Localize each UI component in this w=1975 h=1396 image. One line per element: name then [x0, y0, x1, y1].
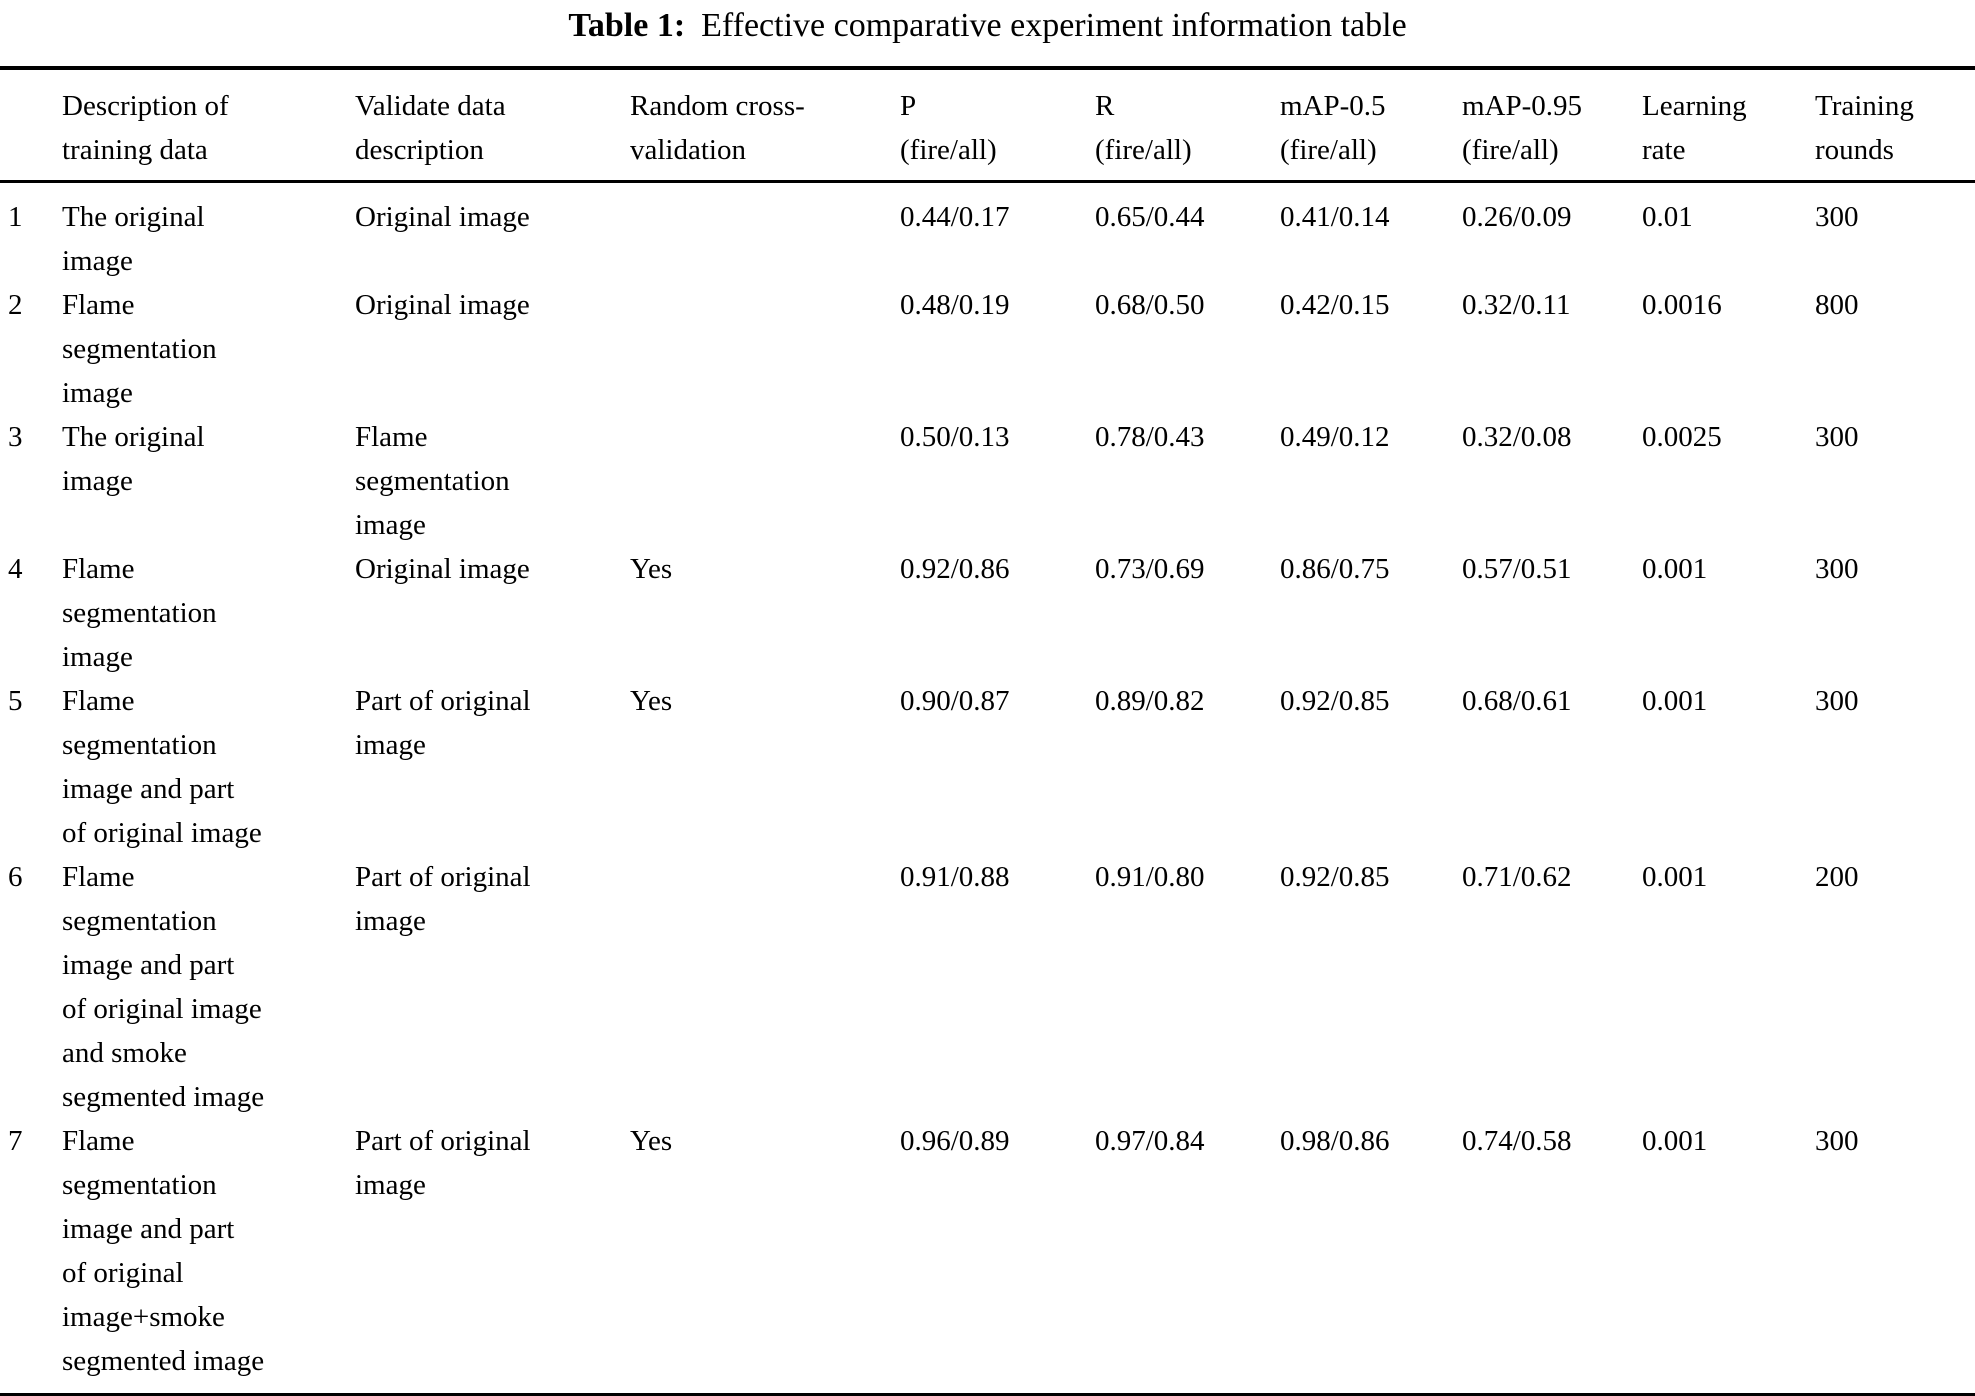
column-header-map-0-95-fire-all: mAP-0.95 (fire/all): [1454, 68, 1634, 183]
table-caption: Table 1: Effective comparative experiment…: [0, 6, 1975, 46]
cell-learning-rate: 0.001: [1642, 553, 1708, 585]
table-row: 6 Flame segmentation image and part of or…: [0, 855, 1975, 1119]
cell-learning-rate: 0.001: [1642, 861, 1708, 893]
table-row: 5 Flame segmentation image and part of or…: [0, 679, 1975, 855]
column-header-r-fire-all: R (fire/all): [1087, 68, 1272, 183]
cell-r-fire-all: 0.89/0.82: [1095, 685, 1205, 717]
cell-training-rounds: 300: [1815, 421, 1859, 453]
table-row: 4 Flame segmentation image Original image Y…: [0, 547, 1975, 679]
cell-training-rounds: 300: [1815, 1125, 1859, 1157]
cell-training-data-description: The original image: [62, 201, 205, 277]
cell-random-cross-validation: Yes: [630, 553, 673, 585]
cell-p-fire-all: 0.50/0.13: [900, 421, 1010, 453]
column-header-validate-data-description: Validate data description: [347, 68, 622, 183]
cell-random-cross-validation: Yes: [630, 685, 673, 717]
table-row: 7 Flame segmentation image and part of or…: [0, 1119, 1975, 1396]
cell-learning-rate: 0.001: [1642, 685, 1708, 717]
cell-r-fire-all: 0.78/0.43: [1095, 421, 1205, 453]
cell-p-fire-all: 0.92/0.86: [900, 553, 1010, 585]
cell-map-0-95-fire-all: 0.57/0.51: [1462, 553, 1572, 585]
table-caption-text: Effective comparative experiment informa…: [701, 7, 1407, 44]
cell-training-rounds: 800: [1815, 289, 1859, 321]
column-header-learning-rate: Learning rate: [1634, 68, 1807, 183]
cell-training-rounds: 200: [1815, 861, 1859, 893]
cell-map-0-5-fire-all: 0.92/0.85: [1280, 861, 1390, 893]
cell-map-0-5-fire-all: 0.92/0.85: [1280, 685, 1390, 717]
cell-row-number: 2: [8, 289, 23, 321]
cell-training-rounds: 300: [1815, 201, 1859, 233]
cell-r-fire-all: 0.65/0.44: [1095, 201, 1205, 233]
cell-random-cross-validation: Yes: [630, 1125, 673, 1157]
cell-p-fire-all: 0.96/0.89: [900, 1125, 1010, 1157]
cell-row-number: 5: [8, 685, 23, 717]
cell-learning-rate: 0.0016: [1642, 289, 1722, 321]
cell-training-data-description: Flame segmentation image and part of ori…: [62, 1125, 265, 1377]
cell-training-data-description: Flame segmentation image and part of ori…: [62, 685, 262, 849]
cell-validate-data-description: Part of original image: [355, 1125, 531, 1201]
cell-validate-data-description: Original image: [355, 289, 530, 321]
column-header-map-0-5-fire-all: mAP-0.5 (fire/all): [1272, 68, 1454, 183]
cell-training-rounds: 300: [1815, 553, 1859, 585]
cell-p-fire-all: 0.90/0.87: [900, 685, 1010, 717]
cell-validate-data-description: Flame segmentation image: [355, 421, 510, 541]
cell-validate-data-description: Original image: [355, 201, 530, 233]
cell-row-number: 3: [8, 421, 23, 453]
cell-map-0-95-fire-all: 0.71/0.62: [1462, 861, 1572, 893]
cell-random-cross-validation: [622, 182, 892, 284]
table-row: 3 The original image Flame segmentation im…: [0, 415, 1975, 547]
table-row: 2 Flame segmentation image Original image 0…: [0, 283, 1975, 415]
cell-validate-data-description: Original image: [355, 553, 530, 585]
cell-map-0-5-fire-all: 0.86/0.75: [1280, 553, 1390, 585]
cell-training-data-description: Flame segmentation image: [62, 289, 217, 409]
experiment-table: Description of training data Validate dat…: [0, 66, 1975, 1396]
cell-r-fire-all: 0.73/0.69: [1095, 553, 1205, 585]
table-body: 1 The original image Original image 0.44/0.…: [0, 182, 1975, 1396]
cell-learning-rate: 0.01: [1642, 201, 1693, 233]
cell-row-number: 4: [8, 553, 23, 585]
cell-row-number: 6: [8, 861, 23, 893]
column-header-training-data-description: Description of training data: [54, 68, 347, 183]
cell-p-fire-all: 0.44/0.17: [900, 201, 1010, 233]
cell-map-0-95-fire-all: 0.32/0.11: [1462, 289, 1571, 321]
cell-map-0-5-fire-all: 0.49/0.12: [1280, 421, 1390, 453]
column-header-random-cross-validation: Random cross- validation: [622, 68, 892, 183]
table-caption-label: Table 1:: [568, 7, 686, 44]
column-header-row-number: [0, 68, 54, 183]
cell-r-fire-all: 0.68/0.50: [1095, 289, 1205, 321]
cell-map-0-95-fire-all: 0.26/0.09: [1462, 201, 1572, 233]
cell-validate-data-description: Part of original image: [355, 685, 531, 761]
cell-map-0-5-fire-all: 0.42/0.15: [1280, 289, 1390, 321]
cell-map-0-95-fire-all: 0.32/0.08: [1462, 421, 1572, 453]
cell-row-number: 7: [8, 1125, 23, 1157]
cell-training-data-description: Flame segmentation image: [62, 553, 217, 673]
cell-random-cross-validation: [622, 855, 892, 1119]
cell-r-fire-all: 0.97/0.84: [1095, 1125, 1205, 1157]
cell-learning-rate: 0.0025: [1642, 421, 1722, 453]
cell-r-fire-all: 0.91/0.80: [1095, 861, 1205, 893]
cell-validate-data-description: Part of original image: [355, 861, 531, 937]
cell-p-fire-all: 0.91/0.88: [900, 861, 1010, 893]
cell-map-0-95-fire-all: 0.68/0.61: [1462, 685, 1572, 717]
header-row: Description of training data Validate dat…: [0, 68, 1975, 183]
cell-map-0-95-fire-all: 0.74/0.58: [1462, 1125, 1572, 1157]
cell-row-number: 1: [8, 201, 23, 233]
cell-p-fire-all: 0.48/0.19: [900, 289, 1010, 321]
cell-map-0-5-fire-all: 0.41/0.14: [1280, 201, 1390, 233]
cell-learning-rate: 0.001: [1642, 1125, 1708, 1157]
cell-training-rounds: 300: [1815, 685, 1859, 717]
column-header-p-fire-all: P (fire/all): [892, 68, 1087, 183]
cell-random-cross-validation: [622, 415, 892, 547]
cell-training-data-description: Flame segmentation image and part of ori…: [62, 861, 265, 1113]
cell-map-0-5-fire-all: 0.98/0.86: [1280, 1125, 1390, 1157]
cell-training-data-description: The original image: [62, 421, 205, 497]
cell-random-cross-validation: [622, 283, 892, 415]
column-header-training-rounds: Training rounds: [1807, 68, 1975, 183]
table-row: 1 The original image Original image 0.44/0.…: [0, 182, 1975, 284]
